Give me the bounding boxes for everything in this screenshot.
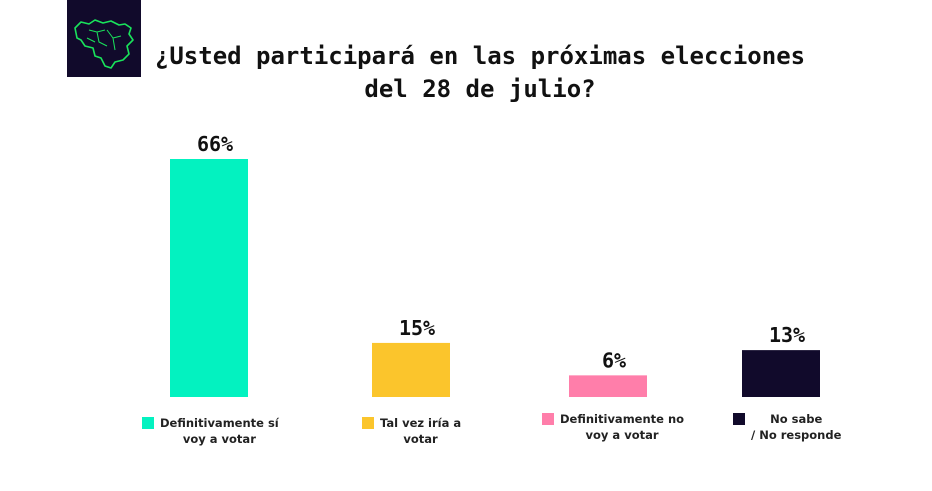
legend-swatch: [542, 413, 554, 425]
bar-1: [170, 159, 248, 397]
data-label-2: 15%: [399, 316, 435, 340]
data-label-4: 13%: [769, 323, 805, 347]
data-label-3: 6%: [602, 348, 626, 372]
legend-swatch: [733, 413, 745, 425]
bar-4: [742, 350, 820, 397]
legend-label: Tal vez iría a votar: [380, 416, 462, 446]
logo: [67, 0, 141, 77]
legend-label: Definitivamente sí voy a votar: [160, 416, 279, 446]
legend-swatch: [362, 417, 374, 429]
legend-label: Definitivamente no voy a votar: [560, 412, 685, 442]
legend-swatch: [142, 417, 154, 429]
legend-label: No sabe / No responde: [751, 412, 842, 442]
chart-title: ¿Usted participará en las próximas elecc…: [154, 42, 806, 103]
bar-2: [372, 342, 450, 397]
data-label-1: 66%: [197, 132, 233, 156]
bar-3: [569, 375, 647, 397]
venezuela-map-icon: [74, 19, 134, 69]
